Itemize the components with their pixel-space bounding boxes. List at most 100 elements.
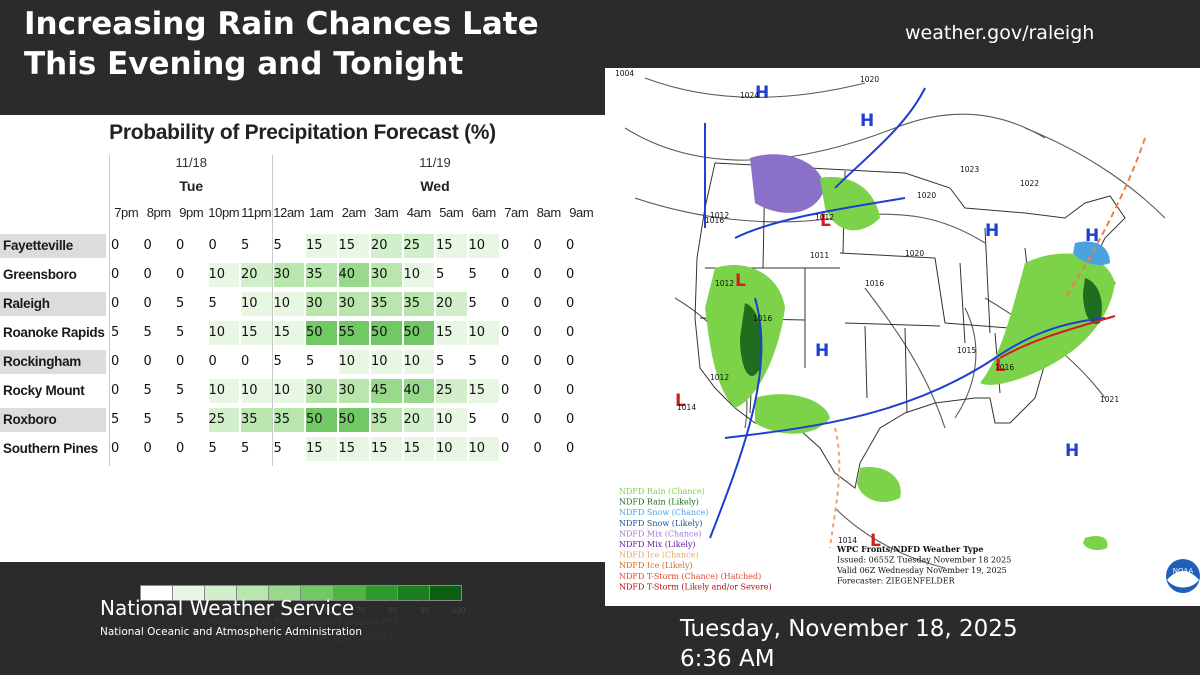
pop-cell: 10 [208, 321, 239, 345]
pop-cell: 0 [566, 437, 597, 461]
pop-cell: 10 [468, 234, 499, 258]
pop-cell: 0 [501, 437, 532, 461]
pop-cell: 15 [338, 437, 369, 461]
high-pressure-marker: H [755, 83, 769, 103]
isobar-label: 1020 [860, 75, 879, 84]
hour-header: 3am [374, 205, 399, 220]
date-header: 11/18 [175, 155, 208, 170]
pop-cell: 5 [176, 321, 207, 345]
pop-cell: 5 [208, 292, 239, 316]
pop-cell: 5 [111, 408, 142, 432]
org-subtitle: National Oceanic and Atmospheric Adminis… [100, 626, 362, 638]
pop-cell: 40 [338, 263, 369, 287]
pop-cell: 0 [566, 350, 597, 374]
pop-cell: 0 [501, 350, 532, 374]
pop-cell: 50 [306, 321, 337, 345]
legend-swatch [237, 586, 270, 600]
low-pressure-marker: L [995, 356, 1006, 376]
pop-cell: 10 [273, 379, 304, 403]
legend-tick: 40 [260, 606, 269, 615]
map-info-line: WPC Fronts/NDFD Weather Type [836, 544, 983, 554]
pop-cell: 50 [371, 321, 402, 345]
hour-header: 6am [471, 205, 496, 220]
pop-cell: 0 [501, 408, 532, 432]
isobar-label: 1021 [1100, 395, 1119, 404]
legend-tick: 90 [420, 606, 429, 615]
pop-cell: 5 [468, 263, 499, 287]
hour-header: 8am [536, 205, 561, 220]
pop-cell: 15 [338, 234, 369, 258]
hour-header: 7pm [114, 205, 139, 220]
map-info-line: Valid 06Z Wednesday November 19, 2025 [836, 566, 1007, 575]
pop-cell: 0 [533, 379, 564, 403]
pop-cell: 5 [111, 321, 142, 345]
pop-cell: 0 [111, 379, 142, 403]
issued-date: Tuesday, November 18, 2025 [680, 616, 1018, 642]
pop-cell: 15 [436, 234, 467, 258]
isobar-label: 1014 [677, 403, 696, 412]
legend-tick: 70 [356, 606, 365, 615]
pop-created-note: Created: 4 am EST Tue 11/18/2025 | [213, 632, 392, 644]
pop-cell: 50 [403, 321, 434, 345]
pop-cell: 50 [338, 408, 369, 432]
map-legend-item: NDFD Mix (Likely) [619, 540, 696, 549]
pop-cell: 0 [143, 263, 174, 287]
pop-cell: 5 [273, 437, 304, 461]
pop-cell: 45 [371, 379, 402, 403]
pop-cell: 0 [566, 234, 597, 258]
city-label: Greensboro [3, 267, 77, 282]
hour-header: 4am [406, 205, 431, 220]
map-legend-item: NDFD Rain (Chance) [619, 487, 705, 496]
pop-legend-caption: Probability of Precipitation Forecast (%… [207, 617, 398, 628]
legend-tick: 60 [324, 606, 333, 615]
pop-cell: 0 [501, 321, 532, 345]
noaa-logo-text: NOAA [1173, 567, 1194, 575]
high-pressure-marker: H [860, 111, 874, 131]
pop-legend-bar [140, 585, 462, 601]
pop-cell: 20 [436, 292, 467, 316]
pop-cell: 5 [468, 408, 499, 432]
pop-cell: 10 [403, 350, 434, 374]
weather-fronts [704, 87, 1146, 549]
pop-cell: 0 [566, 408, 597, 432]
pop-cell: 35 [403, 292, 434, 316]
pop-cell: 0 [143, 292, 174, 316]
pop-cell: 5 [436, 350, 467, 374]
low-pressure-marker: L [870, 531, 881, 551]
pop-cell: 0 [501, 263, 532, 287]
map-legend-item: NDFD T-Storm (Likely and/or Severe) [619, 582, 772, 591]
city-label: Roanoke Rapids [3, 325, 105, 340]
low-pressure-marker: L [675, 391, 686, 411]
map-legend-item: NDFD Snow (Likely) [619, 519, 703, 528]
map-legend-item: NDFD Ice (Likely) [619, 561, 693, 570]
pop-cell: 40 [403, 379, 434, 403]
legend-tick: 20 [196, 606, 205, 615]
pop-cell: 5 [208, 437, 239, 461]
pop-cell: 30 [338, 292, 369, 316]
pop-cell: 5 [241, 437, 272, 461]
city-label: Raleigh [0, 292, 106, 316]
pop-cell: 5 [468, 350, 499, 374]
pop-cell: 10 [436, 408, 467, 432]
pop-cell: 20 [371, 234, 402, 258]
city-label: Rocky Mount [3, 383, 85, 398]
hour-header: 11pm [241, 205, 272, 220]
hour-header: 1am [309, 205, 334, 220]
pop-cell: 20 [403, 408, 434, 432]
pop-cell: 5 [306, 350, 337, 374]
isobar-label: 1012 [715, 279, 734, 288]
isobar-label: 1020 [905, 249, 924, 258]
pop-cell: 5 [143, 408, 174, 432]
pop-cell: 0 [501, 379, 532, 403]
isobar-label: 1016 [705, 216, 724, 225]
hour-header: 8pm [146, 205, 171, 220]
isobar-label: 1016 [753, 314, 772, 323]
precip-areas [705, 154, 1115, 551]
pop-cell: 5 [436, 263, 467, 287]
hour-header: 5am [439, 205, 464, 220]
issued-datetime: Tuesday, November 18, 2025 6:36 AM [680, 614, 1018, 674]
pop-cell: 5 [176, 408, 207, 432]
city-label: Southern Pines [3, 441, 98, 456]
pop-cell: 10 [403, 263, 434, 287]
site-url[interactable]: weather.gov/raleigh [905, 22, 1095, 44]
